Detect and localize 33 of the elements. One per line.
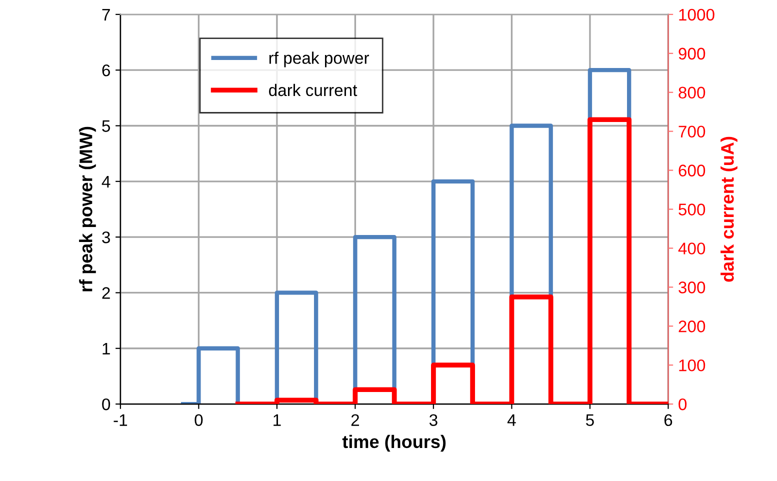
y2-tick-label: 800 (678, 86, 706, 99)
y2-tick-label: 600 (678, 164, 706, 176)
y-tick-label: 0 (102, 398, 110, 410)
y-tick-label: 1 (102, 342, 110, 354)
y2-tick-label: 200 (678, 320, 706, 332)
y-tick-label: 4 (102, 176, 110, 188)
x-tick-label: 5 (586, 414, 594, 426)
x-tick-label: 0 (194, 414, 203, 426)
x-tick-label: 3 (429, 414, 438, 426)
y2-tick-label: 400 (678, 242, 706, 254)
y-tick-label: 7 (102, 9, 110, 20)
x-tick-label: 1 (274, 414, 281, 426)
line-series (235, 117, 668, 404)
x-tick-label: -1 (114, 414, 128, 426)
y-tick-label: 3 (102, 231, 110, 244)
y2-tick-label: 100 (679, 359, 706, 372)
y2-tick-label: 1000 (679, 8, 714, 21)
y-axis-title: rf peak power (MW) (79, 126, 96, 292)
x-tick-label: 2 (351, 414, 359, 426)
legend-label: dark current (269, 84, 358, 96)
y2-tick-label: 900 (678, 48, 706, 60)
y-tick-label: 6 (102, 64, 110, 76)
y-tick-label: 5 (102, 120, 110, 132)
y2-axis-title: dark current (uA) (720, 136, 738, 282)
x-tick-label: 6 (664, 414, 672, 426)
y2-tick-label: 700 (678, 126, 706, 138)
x-tick-label: 4 (507, 414, 516, 426)
y2-tick-label: 0 (678, 398, 687, 410)
y2-tick-label: 300 (678, 282, 706, 294)
legend-label: rf peak power (269, 52, 370, 68)
y2-tick-label: 500 (678, 204, 706, 216)
x-axis-title: time (hours) (342, 434, 446, 452)
y-tick-label: 2 (102, 287, 110, 299)
